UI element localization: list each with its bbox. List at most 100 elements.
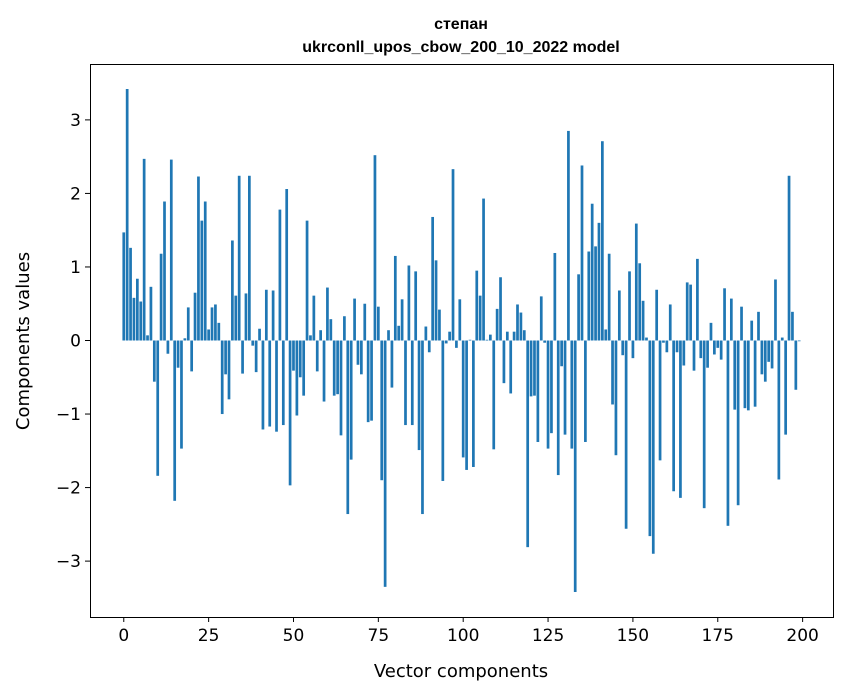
bar-191: [770, 340, 774, 369]
bar-141: [601, 141, 604, 341]
bar-112: [502, 340, 506, 384]
bar-149: [628, 271, 631, 341]
bar-29: [220, 340, 224, 415]
bar-94: [441, 340, 445, 481]
bar-3: [132, 297, 136, 341]
bar-51: [295, 340, 299, 416]
x-axis-label: Vector components: [374, 661, 548, 682]
bar-56: [312, 295, 316, 341]
x-tick-label: 200: [786, 626, 818, 646]
bar-24: [203, 201, 207, 341]
bar-77: [383, 340, 387, 587]
bar-130: [563, 340, 567, 435]
bar-162: [672, 340, 675, 492]
bar-88: [421, 340, 424, 515]
bar-8: [149, 286, 153, 341]
bar-155: [648, 340, 652, 537]
bar-63: [336, 340, 339, 395]
bar-90: [427, 340, 431, 353]
bar-180: [733, 340, 737, 410]
bar-81: [397, 325, 401, 341]
bar-93: [438, 309, 441, 341]
bar-132: [570, 340, 574, 449]
bar-41: [261, 340, 265, 430]
bar-66: [346, 340, 350, 515]
bar-11: [159, 253, 163, 341]
bar-57: [315, 340, 319, 372]
y-axis-ticks: −3 −2 −1 0 1 2 3: [56, 111, 90, 572]
bar-38: [251, 340, 255, 346]
bar-68: [353, 298, 356, 341]
bar-129: [560, 340, 563, 367]
bar-134: [577, 274, 580, 341]
bar-166: [685, 282, 689, 341]
bar-14: [169, 159, 173, 341]
bar-171: [702, 340, 706, 509]
bar-45: [275, 340, 278, 432]
bar-108: [488, 334, 492, 341]
bar-48: [285, 189, 289, 341]
bar-172: [706, 340, 709, 368]
bar-169: [696, 258, 699, 341]
bar-31: [227, 340, 231, 400]
bar-151: [634, 223, 638, 341]
x-tick-label: 50: [283, 626, 305, 646]
bar-18: [183, 338, 187, 341]
bar-123: [539, 296, 543, 341]
bar-120: [529, 340, 533, 397]
bar-100: [461, 340, 465, 458]
bar-85: [410, 340, 414, 426]
bar-95: [444, 340, 448, 344]
bar-116: [516, 304, 519, 341]
bar-113: [505, 331, 509, 341]
bar-0: [122, 232, 126, 341]
bar-115: [512, 331, 516, 341]
x-tick-label: 75: [368, 626, 390, 646]
bar-106: [482, 198, 485, 341]
bar-109: [492, 340, 496, 450]
bar-158: [658, 340, 662, 461]
bar-176: [719, 340, 723, 360]
x-tick-label: 125: [532, 626, 564, 646]
bar-65: [343, 316, 346, 341]
bar-118: [522, 330, 526, 341]
bar-83: [404, 340, 407, 426]
bar-42: [264, 289, 268, 341]
bar-59: [322, 340, 326, 402]
bar-86: [414, 271, 418, 341]
x-tick-label: 0: [118, 626, 129, 646]
bar-183: [743, 340, 747, 409]
bar-82: [400, 299, 404, 341]
bar-33: [234, 295, 238, 341]
bar-131: [567, 130, 570, 341]
bar-147: [621, 340, 625, 356]
bar-124: [543, 340, 547, 343]
bar-84: [407, 265, 411, 341]
bar-87: [417, 340, 421, 451]
bar-136: [584, 340, 587, 442]
bar-140: [597, 222, 601, 341]
bar-47: [281, 340, 285, 426]
bar-78: [387, 330, 390, 341]
bar-159: [662, 340, 665, 343]
bar-161: [668, 304, 672, 341]
x-tick-label: 150: [617, 626, 649, 646]
bar-55: [309, 335, 312, 341]
bar-199: [797, 340, 801, 342]
bar-72: [366, 340, 370, 423]
bar-127: [553, 252, 557, 341]
bar-133: [573, 340, 577, 592]
chart-title: степан: [434, 16, 488, 33]
bar-13: [166, 340, 170, 354]
bar-188: [760, 340, 764, 375]
bar-185: [750, 320, 754, 341]
bar-96: [448, 331, 451, 341]
y-tick-label: 0: [70, 332, 81, 352]
bar-164: [679, 340, 682, 498]
bar-15: [173, 340, 177, 501]
bar-178: [726, 340, 730, 526]
bar-119: [526, 340, 530, 548]
bar-22: [197, 176, 200, 341]
bar-179: [729, 298, 733, 341]
bar-101: [465, 340, 468, 470]
